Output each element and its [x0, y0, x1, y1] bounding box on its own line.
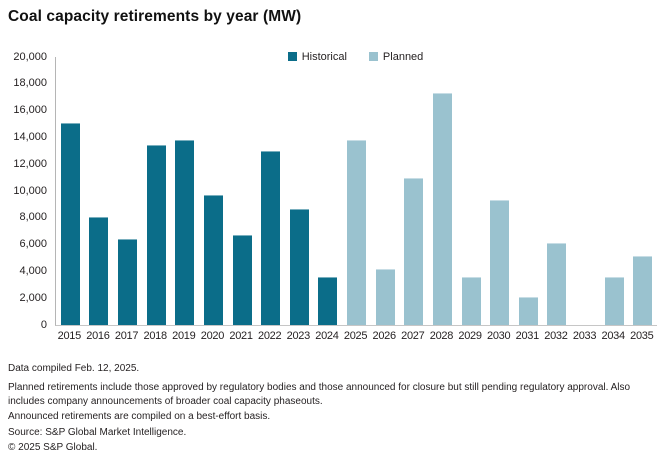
- x-axis-label-2028: 2028: [429, 330, 454, 342]
- footnote-5: © 2025 S&P Global.: [8, 442, 98, 454]
- x-axis-label-2018: 2018: [143, 330, 168, 342]
- x-axis-label-2034: 2034: [601, 330, 626, 342]
- chart-legend: Historical Planned: [55, 49, 656, 64]
- legend-label: Historical: [301, 50, 347, 63]
- bar-slot-2019: [171, 57, 200, 325]
- bar-2017-historical: [118, 238, 138, 325]
- bars-container: [56, 57, 657, 325]
- x-axis-label-2019: 2019: [172, 330, 196, 342]
- legend-item-planned: Planned: [368, 50, 424, 63]
- x-axis-label-2021: 2021: [229, 330, 253, 342]
- x-axis-label-2020: 2020: [200, 330, 225, 342]
- y-axis-label-14000: 14,000: [13, 130, 47, 143]
- bar-2024-historical: [318, 276, 338, 325]
- footnote-4: Source: S&P Global Market Intelligence.: [8, 426, 187, 438]
- x-axis-label-2033: 2033: [572, 330, 597, 342]
- bar-2021-historical: [232, 234, 252, 325]
- legend-swatch-historical: [287, 52, 297, 61]
- chart-title: Coal capacity retirements by year (MW): [8, 8, 302, 25]
- bar-slot-2023: [285, 57, 314, 325]
- bar-slot-2027: [400, 57, 429, 325]
- bar-2015-historical: [60, 122, 80, 325]
- y-axis-label-4000: 4,000: [19, 264, 47, 277]
- bar-slot-2017: [113, 57, 142, 325]
- x-axis-label-2015: 2015: [57, 330, 82, 342]
- bar-2027-planned: [404, 177, 424, 325]
- footnote-2: Planned retirements include those approv…: [8, 382, 631, 407]
- bar-2016-historical: [89, 217, 109, 325]
- bar-2018-historical: [146, 144, 166, 325]
- x-axis-label-2024: 2024: [315, 330, 339, 342]
- x-axis-label-2035: 2035: [630, 330, 654, 342]
- y-axis-label-0: 0: [40, 318, 47, 331]
- bar-2022-historical: [261, 151, 281, 325]
- bar-slot-2015: [56, 57, 85, 325]
- bar-slot-2022: [256, 57, 285, 325]
- bar-2023-historical: [289, 209, 309, 325]
- bar-slot-2021: [228, 57, 257, 325]
- y-axis-label-12000: 12,000: [13, 157, 47, 170]
- bar-slot-2028: [428, 57, 457, 325]
- bar-2034-planned: [604, 276, 624, 325]
- bar-slot-2033: [571, 57, 600, 325]
- x-axis: 2015 2016 2017 2018 2019 2020 2021 2022 2023 2024…: [55, 330, 656, 342]
- x-axis-label-2032: 2032: [544, 330, 568, 342]
- bar-slot-2018: [142, 57, 171, 325]
- bar-slot-2020: [199, 57, 228, 325]
- bar-slot-2026: [371, 57, 400, 325]
- y-axis-label-18000: 18,000: [13, 77, 47, 90]
- y-axis-label-20000: 20,000: [13, 50, 47, 63]
- legend-swatch-planned: [368, 52, 378, 61]
- bar-slot-2030: [485, 57, 514, 325]
- bar-slot-2032: [543, 57, 572, 325]
- bar-slot-2025: [342, 57, 371, 325]
- footnote-3: Announced retirements are compiled on a …: [8, 411, 271, 423]
- footnote-1: Data compiled Feb. 12, 2025.: [8, 363, 140, 374]
- x-axis-label-2016: 2016: [86, 330, 110, 342]
- x-axis-label-2029: 2029: [458, 330, 482, 342]
- y-axis-label-10000: 10,000: [13, 184, 47, 197]
- bar-2025-planned: [347, 140, 367, 325]
- y-axis-label-6000: 6,000: [19, 238, 47, 251]
- footnotes: Data compiled Feb. 12, 2025. Planned reti…: [8, 362, 656, 456]
- y-axis-label-8000: 8,000: [19, 211, 47, 224]
- x-axis-label-2027: 2027: [401, 330, 425, 342]
- y-axis-label-2000: 2,000: [19, 291, 47, 304]
- bar-2031-planned: [518, 296, 538, 325]
- x-axis-label-2030: 2030: [487, 330, 511, 342]
- bar-2020-historical: [203, 195, 223, 325]
- bar-slot-2029: [457, 57, 486, 325]
- bar-2035-planned: [633, 256, 653, 325]
- x-axis-label-2026: 2026: [372, 330, 397, 342]
- bar-slot-2024: [314, 57, 343, 325]
- bar-2028-planned: [432, 93, 452, 325]
- bar-2029-planned: [461, 277, 481, 325]
- x-axis-label-2022: 2022: [258, 330, 282, 342]
- x-axis-label-2023: 2023: [286, 330, 311, 342]
- y-axis-label-16000: 16,000: [13, 104, 47, 117]
- bar-slot-2031: [514, 57, 543, 325]
- x-axis-label-2017: 2017: [114, 330, 139, 342]
- bar-2030-planned: [490, 199, 510, 325]
- bar-2026-planned: [375, 269, 395, 325]
- bar-2032-planned: [547, 243, 567, 325]
- legend-label: Planned: [382, 50, 424, 63]
- bar-slot-2016: [85, 57, 114, 325]
- x-axis-label-2031: 2031: [515, 330, 540, 342]
- x-axis-label-2025: 2025: [343, 330, 368, 342]
- bar-slot-2035: [629, 57, 658, 325]
- bar-slot-2034: [600, 57, 629, 325]
- plot-area: [55, 57, 657, 326]
- bar-2019-historical: [175, 140, 195, 325]
- legend-item-historical: Historical: [287, 50, 347, 63]
